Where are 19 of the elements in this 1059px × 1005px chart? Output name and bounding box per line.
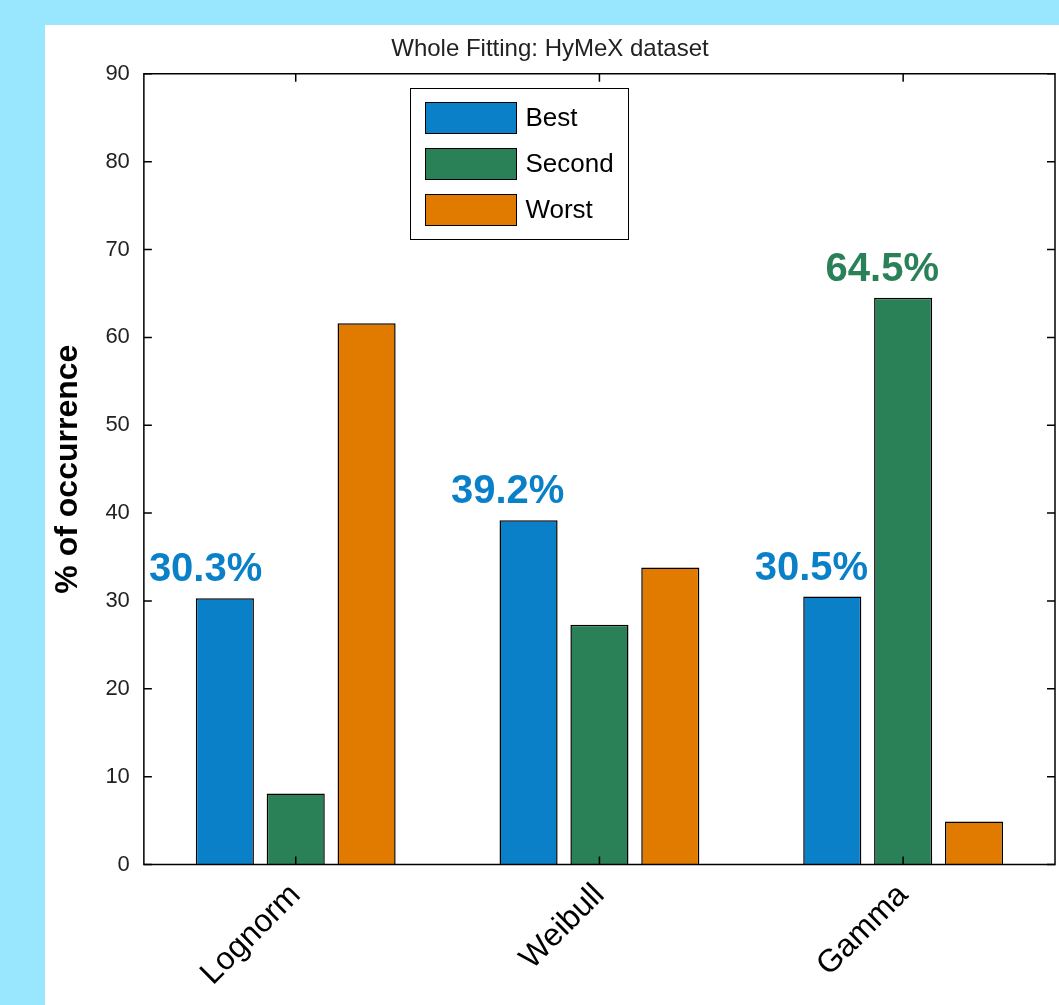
y-tick-label: 50 <box>105 411 130 437</box>
y-tick-label: 70 <box>105 235 130 261</box>
y-tick-label: 30 <box>105 587 130 613</box>
legend-label: Worst <box>525 194 593 226</box>
data-label: 30.5% <box>754 543 869 588</box>
chart-title: Whole Fitting: HyMeX dataset <box>391 34 710 62</box>
y-tick-label: 60 <box>105 323 130 349</box>
y-tick-label: 40 <box>105 499 130 525</box>
data-label: 64.5% <box>825 244 939 289</box>
data-label: 39.2% <box>450 467 565 512</box>
legend-label: Best <box>525 102 578 134</box>
y-tick-label: 10 <box>105 762 130 788</box>
y-axis-title: % of occurrence <box>48 344 85 594</box>
legend-label: Second <box>525 148 614 180</box>
y-tick-label: 0 <box>117 850 130 876</box>
data-label: 30.3% <box>148 545 263 590</box>
y-tick-label: 80 <box>105 147 130 173</box>
y-tick-label: 90 <box>105 59 130 85</box>
y-tick-label: 20 <box>105 674 130 700</box>
